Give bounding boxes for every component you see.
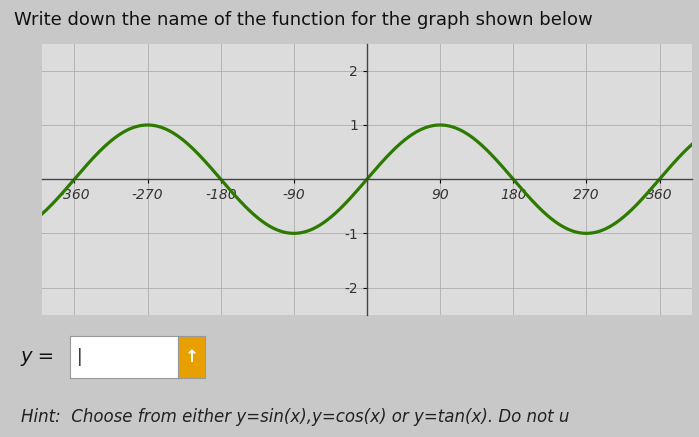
Text: |: |: [76, 348, 82, 366]
Text: Hint:  Choose from either y=sin(x),y=cos(x) or y=tan(x). Do not u: Hint: Choose from either y=sin(x),y=cos(…: [21, 408, 570, 427]
Text: Write down the name of the function for the graph shown below: Write down the name of the function for …: [14, 11, 593, 29]
Text: ↑: ↑: [185, 348, 199, 366]
Text: y =: y =: [21, 347, 55, 366]
